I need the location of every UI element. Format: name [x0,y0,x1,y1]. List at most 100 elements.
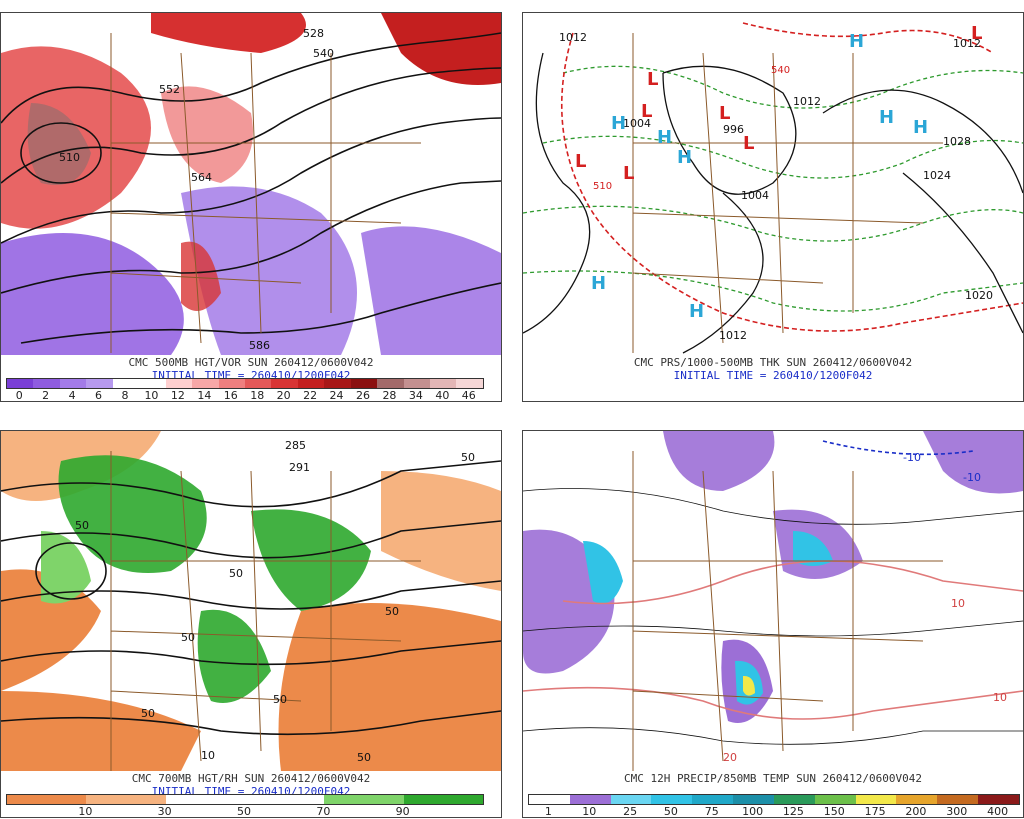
isobar-label: 1012 [953,37,981,50]
colorbar-tick-label: 100 [742,805,764,818]
contour-label: 291 [289,461,310,474]
contour-label: 10 [201,749,215,762]
low-pressure-marker: L [971,23,982,44]
temp-label: 10 [993,691,1007,704]
contour-label: 540 [313,47,334,60]
panel-precip-850mb: -10 -10 10 10 20 CMC 12H PRECIP/850MB TE… [522,430,1024,818]
colorbar-tick-label: 2 [42,389,50,402]
colorbar-swatch [814,795,856,804]
rh-colorbar [6,794,484,805]
caption-title: CMC PRS/1000-500MB THK SUN 260412/0600V0… [633,356,913,369]
colorbar-swatch [139,379,166,388]
precip-map: -10 -10 10 10 20 [523,431,1023,771]
colorbar-tick-label: 1 [544,805,552,818]
high-pressure-marker: H [611,113,626,134]
temp-label: -10 [903,451,921,464]
colorbar-tick-label: 175 [864,805,886,818]
low-pressure-marker: L [575,151,586,172]
isobar-label: 1012 [559,31,587,44]
panel-pressure-thickness: 1012 1012 1004 996 1004 1012 1028 1024 1… [522,12,1024,402]
colorbar-swatch [978,795,1019,804]
thickness-label: 540 [771,65,790,76]
temp-label: 20 [723,751,737,764]
precip-colorbar [528,794,1020,805]
vorticity-map: 528 540 552 510 564 586 [1,13,501,355]
colorbar-swatch [165,795,245,804]
colorbar-tick-label: 6 [95,389,103,402]
colorbar-swatch [651,795,693,804]
colorbar-swatch [33,379,60,388]
rh-colorbar-ticks: 10 30 50 70 90 [6,805,482,817]
vorticity-colorbar [6,378,484,389]
temp-label: -10 [963,471,981,484]
colorbar-swatch [529,795,570,804]
colorbar-tick-label: 10 [78,805,93,818]
colorbar-swatch [297,379,325,388]
precip-colorbar-ticks: 1 10 25 50 75 100 125 150 175 200 300 400 [528,805,1018,817]
contour-label: 564 [191,171,212,184]
colorbar-tick-label: 26 [356,389,370,402]
low-pressure-marker: L [641,101,652,122]
low-pressure-marker: L [647,69,658,90]
high-pressure-marker: H [677,147,692,168]
colorbar-tick-label: 28 [382,389,397,402]
isobar-label: 1024 [923,169,951,182]
colorbar-tick-label: 8 [121,389,129,402]
isobar-label: 1012 [793,95,821,108]
colorbar-swatch [244,795,325,804]
high-pressure-marker: H [657,127,672,148]
contour-label: 285 [285,439,306,452]
colorbar-tick-label: 70 [316,805,331,818]
colorbar-tick-label: 400 [987,805,1009,818]
vorticity-colorbar-ticks: 0 2 4 6 8 10 12 14 16 18 20 22 24 26 28 34 40 46 [6,389,482,401]
colorbar-tick-label: 90 [395,805,410,818]
colorbar-swatch [192,379,219,388]
colorbar-tick-label: 50 [237,805,251,818]
caption-title: CMC 700MB HGT/RH SUN 260412/0600V042 [131,772,371,785]
colorbar-swatch [610,795,652,804]
colorbar-swatch [7,795,87,804]
colorbar-swatch [271,379,298,388]
colorbar-swatch [733,795,774,804]
colorbar-tick-label: 16 [223,389,238,402]
colorbar-tick-label: 150 [823,805,845,818]
colorbar-tick-label: 46 [461,389,476,402]
colorbar-tick-label: 12 [170,389,185,402]
colorbar-swatch [937,795,979,804]
colorbar-swatch [59,379,87,388]
colorbar-swatch [430,379,457,388]
colorbar-swatch [324,379,351,388]
colorbar-swatch [86,795,166,804]
colorbar-swatch [377,379,404,388]
colorbar-swatch [7,379,34,388]
colorbar-tick-label: 75 [704,805,719,818]
colorbar-tick-label: 50 [663,805,678,818]
caption-title: CMC 500MB HGT/VOR SUN 260412/0600V042 [128,356,374,369]
high-pressure-marker: H [591,273,606,294]
colorbar-tick-label: 200 [905,805,927,818]
colorbar-tick-label: 10 [144,389,159,402]
rh-map: 285 291 50 50 50 50 50 10 50 50 50 [1,431,501,771]
caption-pressure: CMC PRS/1000-500MB THK SUN 260412/0600V0… [523,356,1023,382]
colorbar-tick-label: 25 [623,805,638,818]
low-pressure-marker: L [743,133,754,154]
colorbar-tick-label: 34 [408,389,423,402]
colorbar-swatch [86,379,113,388]
contour-label: 586 [249,339,270,352]
isobar-label: 1004 [623,117,651,130]
panel-500mb-vorticity: 528 540 552 510 564 586 CMC 500MB HGT/VO… [0,12,502,402]
colorbar-swatch [244,379,272,388]
colorbar-tick-label: 14 [197,389,212,402]
colorbar-tick-label: 18 [250,389,265,402]
colorbar-swatch [569,795,611,804]
colorbar-tick-label: 0 [15,389,23,402]
contour-label: 528 [303,27,324,40]
pressure-map: 1012 1012 1004 996 1004 1012 1028 1024 1… [523,13,1023,355]
colorbar-swatch [896,795,938,804]
colorbar-swatch [855,795,897,804]
contour-label: 50 [357,751,371,764]
colorbar-tick-label: 125 [782,805,804,818]
colorbar-tick-label: 40 [435,389,450,402]
colorbar-tick-label: 300 [946,805,968,818]
caption-title: CMC 12H PRECIP/850MB TEMP SUN 260412/060… [623,772,922,785]
